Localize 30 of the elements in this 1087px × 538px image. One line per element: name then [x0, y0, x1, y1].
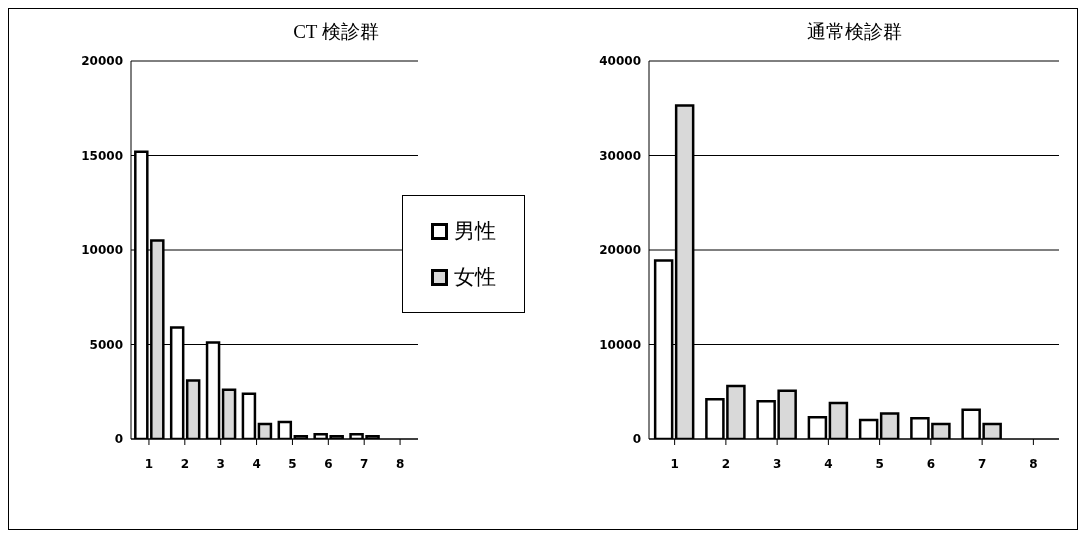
x-tick-label: 4: [824, 456, 833, 471]
x-tick-label: 3: [216, 456, 225, 471]
chart-title: CT 検診群: [292, 20, 380, 44]
x-tick-label: 5: [288, 456, 297, 471]
y-tick-label: 10000: [81, 243, 123, 258]
y-tick-label: 40000: [599, 54, 641, 69]
x-tick-label: 8: [395, 456, 405, 471]
x-tick-label: 1: [144, 456, 154, 471]
y-tick-label: 10000: [599, 337, 641, 352]
y-tick-label: 30000: [599, 148, 641, 163]
x-tick-label: 7: [977, 456, 987, 471]
x-tick-label: 6: [926, 456, 936, 471]
x-tick-label: 8: [1029, 456, 1038, 471]
x-tick-label: 6: [324, 456, 333, 471]
y-tick-label: 5000: [89, 337, 123, 352]
x-tick-label: 5: [875, 456, 884, 471]
legend-label: 男性: [454, 218, 496, 245]
chart-title: 通常検診群: [805, 20, 903, 44]
y-tick-label: 20000: [81, 54, 123, 69]
x-tick-label: 1: [670, 456, 679, 471]
y-tick-label: 20000: [599, 243, 641, 258]
legend-label: 女性: [454, 264, 496, 291]
y-tick-label: 0: [632, 432, 641, 447]
y-tick-label: 0: [114, 432, 123, 447]
x-tick-label: 7: [360, 456, 369, 471]
x-tick-label: 2: [721, 456, 731, 471]
y-tick-label: 15000: [81, 148, 123, 163]
x-tick-label: 4: [252, 456, 261, 471]
x-tick-label: 2: [180, 456, 189, 471]
x-tick-label: 3: [772, 456, 782, 471]
